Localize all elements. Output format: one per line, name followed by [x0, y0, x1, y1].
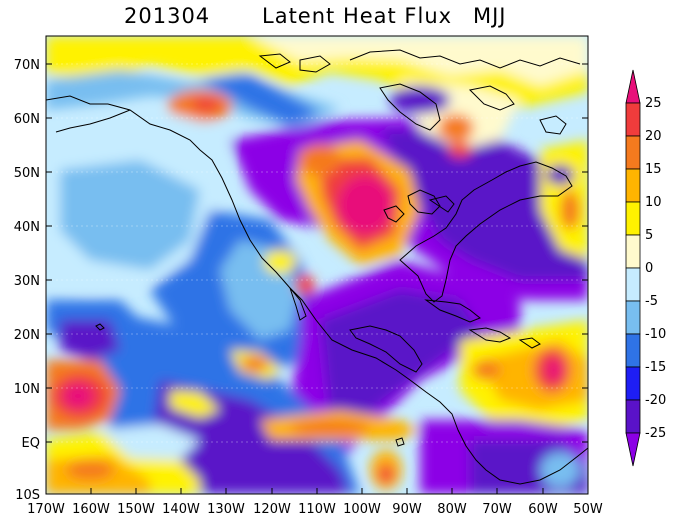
lon-tick-label: 150W: [117, 502, 155, 517]
lat-tick-label: EQ: [22, 436, 40, 451]
colorbar-label: 20: [645, 129, 662, 144]
colorbar-label: -5: [645, 294, 658, 309]
colorbar-swatch: [625, 267, 641, 302]
colorbar-label: 25: [645, 96, 662, 111]
colorbar-label: -25: [645, 426, 666, 441]
colorbar-label: 0: [645, 261, 653, 276]
lon-tick-label: 140W: [162, 502, 200, 517]
lat-tick-label: 70N: [14, 58, 40, 73]
colorbar-label: 10: [645, 195, 662, 210]
lat-tick-label: 40N: [14, 220, 40, 235]
lon-tick-label: 130W: [207, 502, 245, 517]
lon-tick-label: 60W: [528, 502, 558, 517]
colorbar: [625, 69, 641, 467]
lon-tick-label: 50W: [573, 502, 603, 517]
title-variable: Latent Heat Flux: [262, 4, 453, 28]
lat-tick-label: 20N: [14, 328, 40, 343]
lat-tick-label: 10S: [15, 488, 40, 503]
lon-axis: 170W 160W 150W 140W 130W 120W 110W 100W …: [27, 502, 603, 517]
lon-tick-label: 110W: [298, 502, 336, 517]
lat-tick-label: 50N: [14, 166, 40, 181]
lat-tick-label: 10N: [14, 382, 40, 397]
colorbar-swatch: [625, 300, 641, 335]
coastline-outlines: [46, 49, 588, 485]
lat-tick-label: 30N: [14, 274, 40, 289]
colorbar-arrow-top: [625, 69, 641, 104]
map-panel: [46, 36, 588, 494]
colorbar-swatch: [625, 234, 641, 269]
title-date: 201304: [124, 4, 211, 28]
colorbar-swatch: [625, 366, 641, 401]
colorbar-swatch: [625, 333, 641, 368]
colorbar-label: -15: [645, 360, 666, 375]
lon-tick-label: 80W: [437, 502, 467, 517]
colorbar-label: 5: [645, 228, 653, 243]
colorbar-arrow-bottom: [625, 432, 641, 467]
colorbar-label: -10: [645, 327, 666, 342]
colorbar-swatch: [625, 135, 641, 170]
lon-tick-label: 170W: [27, 502, 65, 517]
colorbar-swatch: [625, 399, 641, 434]
colorbar-swatch: [625, 168, 641, 203]
lat-tick-label: 60N: [14, 112, 40, 127]
colorbar-labels: 25 20 15 10 5 0 -5 -10 -15 -20 -25: [645, 96, 666, 441]
colorbar-label: 15: [645, 162, 662, 177]
lon-tick-label: 100W: [343, 502, 381, 517]
colorbar-swatch: [625, 201, 641, 236]
lon-tick-label: 90W: [392, 502, 422, 517]
lon-tick-label: 160W: [72, 502, 110, 517]
lon-tick-label: 120W: [253, 502, 291, 517]
colorbar-swatch: [625, 102, 641, 137]
lat-axis: 70N 60N 50N 40N 30N 20N 10N EQ 10S: [14, 58, 40, 503]
title-season: MJJ: [473, 4, 507, 28]
map-title: 201304 Latent Heat Flux MJJ: [0, 4, 676, 32]
colorbar-label: -20: [645, 393, 666, 408]
lon-tick-label: 70W: [482, 502, 512, 517]
